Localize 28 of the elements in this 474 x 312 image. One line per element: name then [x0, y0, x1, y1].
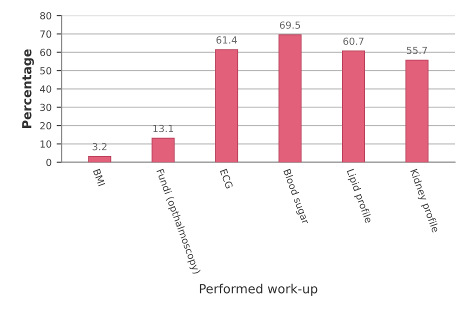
- data-label: 3.2: [92, 142, 106, 150]
- y-tick-label: 10: [40, 140, 52, 148]
- bar: [215, 49, 238, 162]
- data-label: 60.7: [343, 38, 364, 45]
- y-tick-label: 70: [40, 30, 52, 38]
- x-tick-label: BMI: [93, 168, 106, 186]
- y-tick-label: 40: [40, 85, 52, 93]
- y-tick-label: 30: [40, 104, 52, 112]
- y-tick-label: 80: [40, 12, 52, 20]
- y-axis-title: Percentage: [22, 49, 34, 128]
- bar: [342, 50, 366, 162]
- data-label: 61.4: [216, 36, 237, 44]
- bar: [152, 138, 175, 162]
- bar: [278, 34, 302, 162]
- bar: [88, 156, 112, 162]
- bar: [405, 60, 428, 162]
- y-tick-label: 60: [40, 48, 52, 56]
- x-tick-label: Lipid profile: [344, 168, 373, 224]
- data-label: 69.5: [280, 21, 300, 29]
- data-label: 13.1: [153, 124, 174, 132]
- x-tick-label: ECG: [220, 168, 234, 189]
- data-label: 55.7: [406, 46, 427, 54]
- y-tick-label: 20: [40, 122, 52, 130]
- y-tick-label: 0: [46, 158, 52, 166]
- x-tick-label: Kidney profile: [408, 168, 440, 234]
- y-tick-label: 50: [40, 67, 52, 74]
- x-axis-title: Performed work-up: [200, 284, 318, 296]
- x-tick-label: Blood sugar: [282, 168, 310, 226]
